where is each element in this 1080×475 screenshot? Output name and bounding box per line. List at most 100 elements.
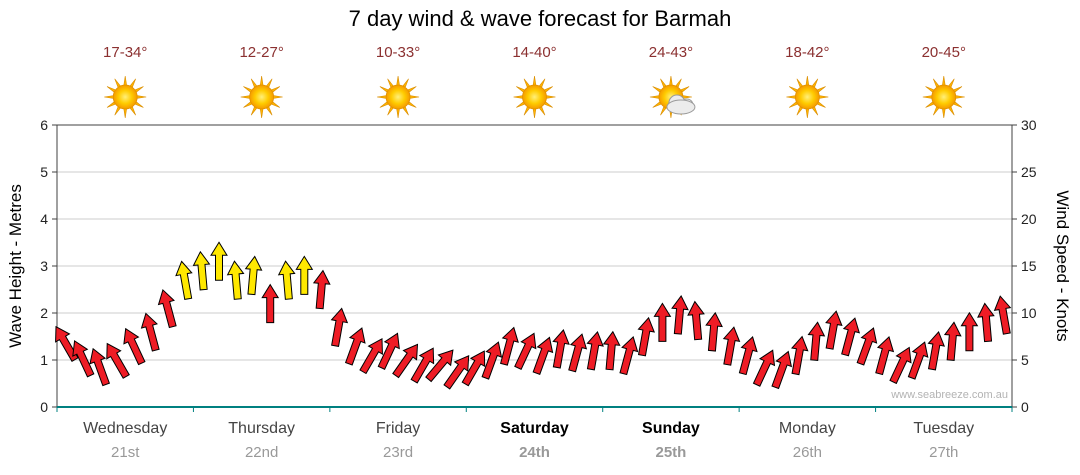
wind-arrow-shape (344, 327, 366, 366)
sun-ray (941, 107, 946, 119)
right-tick-label: 25 (1021, 164, 1037, 180)
wind-arrow-shape (856, 327, 878, 366)
left-tick-label: 1 (40, 352, 48, 368)
left-tick-label: 0 (40, 399, 48, 415)
sun-ray (649, 95, 661, 99)
temperature-range: 20-45° (922, 44, 966, 61)
sunny-icon (922, 75, 965, 119)
wind-arrow (993, 295, 1012, 335)
sunny-icon (104, 75, 147, 119)
wind-arrow-shape (619, 336, 639, 376)
sun-ray (123, 75, 128, 87)
wind-arrow (671, 295, 689, 335)
wind-arrow-shape (671, 295, 689, 335)
sun-disc (112, 84, 138, 110)
sun-ray (104, 95, 115, 99)
day-name-label: Tuesday (913, 420, 974, 437)
wind-arrow (653, 302, 672, 342)
wind-arrow (481, 341, 503, 380)
temperature-range: 14-40° (512, 44, 556, 61)
partly-cloudy-icon (649, 75, 696, 119)
day-date-label: 26th (793, 444, 822, 461)
left-tick-label: 4 (40, 211, 48, 227)
wind-arrow-shape (825, 310, 843, 350)
wind-arrow (123, 327, 146, 366)
sun-disc (794, 84, 820, 110)
wind-arrow (359, 338, 383, 375)
day-name-label: Monday (779, 420, 836, 437)
wind-arrow (261, 283, 280, 324)
wind-arrow-shape (123, 327, 146, 366)
wind-arrow (907, 341, 929, 380)
wind-arrow-shape (514, 332, 537, 370)
wind-arrow (738, 336, 758, 376)
wind-arrow-shape (907, 341, 929, 380)
wind-arrow-shape (359, 338, 383, 375)
wind-arrow (825, 310, 843, 350)
wind-arrow (943, 321, 962, 361)
sun-ray (786, 95, 797, 99)
sunny-icon (377, 75, 420, 119)
cloud-part (666, 99, 696, 115)
wind-arrow-shape (312, 269, 331, 310)
sun-ray (513, 95, 524, 99)
wind-arrow (752, 349, 776, 387)
wind-arrow-shape (140, 312, 160, 352)
wind-arrow-shape (410, 347, 435, 384)
day-name-label: Thursday (228, 420, 295, 437)
wind-arrow (330, 307, 349, 347)
temperature-range: 24-43° (649, 44, 693, 61)
wind-arrow-shape (72, 340, 95, 378)
wind-arrow-shape (687, 300, 705, 341)
sun-disc (249, 84, 275, 110)
day-name-label: Wednesday (83, 420, 167, 437)
left-tick-label: 2 (40, 305, 48, 321)
wind-arrow (889, 346, 912, 385)
watermark-link: www.seabreeze.com.au (891, 389, 1008, 401)
wind-arrow-shape (106, 342, 130, 379)
wind-arrow (295, 255, 314, 295)
temperature-range: 18-42° (785, 44, 829, 61)
wind-arrow (927, 330, 946, 371)
wind-arrow-shape (752, 349, 776, 387)
sun-ray (817, 95, 829, 99)
sun-disc (385, 84, 411, 110)
wind-arrow-shape (790, 335, 809, 376)
wind-arrow (157, 289, 177, 329)
day-date-label: 25th (656, 444, 687, 461)
sunny-icon (240, 75, 283, 119)
sun-rays (513, 75, 556, 119)
wind-arrow-shape (481, 341, 503, 380)
left-tick-label: 5 (40, 164, 48, 180)
sun-disc (522, 84, 547, 110)
wind-arrow (960, 311, 979, 352)
sun-ray (396, 107, 400, 119)
wind-arrow-shape (602, 330, 621, 371)
sun-ray (135, 95, 147, 99)
wind-arrow-shape (637, 316, 656, 357)
wind-arrow-shape (425, 349, 454, 383)
wind-arrow (771, 350, 793, 390)
wind-arrow (244, 255, 263, 296)
sun-ray (669, 75, 673, 87)
right-tick-label: 10 (1021, 305, 1037, 321)
wind-arrow-shape (532, 336, 554, 375)
day-date-label: 22nd (245, 444, 278, 461)
sun-ray (377, 95, 388, 99)
wind-arrow (687, 300, 705, 341)
wind-arrow (637, 316, 656, 357)
wind-arrow-shape (993, 295, 1012, 335)
wind-arrow (106, 342, 130, 379)
wind-arrow (586, 330, 604, 371)
wind-arrow (722, 326, 741, 366)
left-tick-label: 6 (40, 117, 48, 133)
sunny-icon (513, 75, 556, 119)
wind-arrow-shape (157, 289, 177, 329)
day-date-label: 24th (519, 444, 550, 461)
day-name-label: Sunday (642, 420, 700, 437)
wind-arrow (140, 312, 160, 352)
wind-arrow-shape (552, 329, 570, 369)
